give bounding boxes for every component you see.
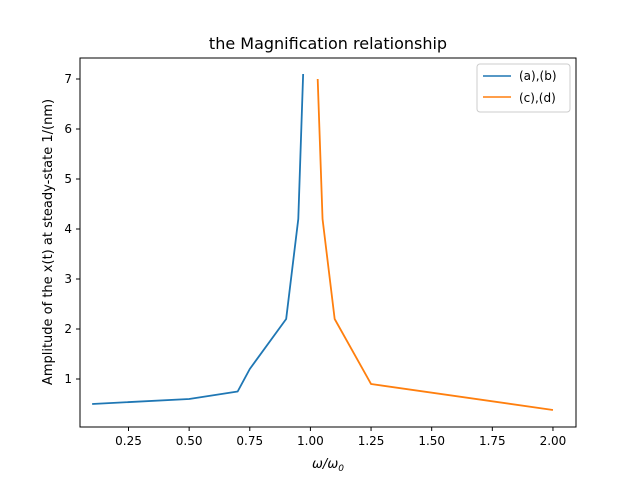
x-tick-label: 1.75 — [479, 434, 506, 448]
y-tick-label: 3 — [64, 272, 72, 286]
y-tick-label: 2 — [64, 322, 72, 336]
x-tick-label: 0.75 — [236, 434, 263, 448]
x-axis-label-subscript: 0 — [338, 464, 344, 474]
y-tick-label: 5 — [64, 172, 72, 186]
x-tick-label: 0.50 — [176, 434, 203, 448]
axes-frame — [79, 57, 577, 428]
chart-title: the Magnification relationship — [209, 34, 447, 53]
legend: (a),(b) (c),(d) — [476, 63, 571, 113]
y-tick-label: 7 — [64, 72, 72, 86]
y-axis-label: Amplitude of the x(t) at steady-state 1/… — [41, 99, 56, 385]
x-axis-label: ω/ω0 — [312, 457, 344, 474]
plot-area: 0.25 0.50 0.75 1.00 1.25 1.50 1.75 2.00 1 2 3 4 5 6 7 — [64, 57, 577, 448]
y-axis-ticks: 1 2 3 4 5 6 7 — [64, 72, 80, 386]
y-tick-label: 6 — [64, 122, 72, 136]
x-tick-label: 2.00 — [540, 434, 567, 448]
x-tick-label: 1.25 — [358, 434, 385, 448]
x-axis-label-main: ω/ω — [312, 457, 338, 472]
x-tick-label: 1.50 — [418, 434, 445, 448]
series-line-1 — [92, 73, 305, 405]
y-tick-label: 1 — [64, 372, 72, 386]
x-axis-ticks: 0.25 0.50 0.75 1.00 1.25 1.50 1.75 2.00 — [115, 427, 566, 448]
series-line-2 — [316, 78, 554, 411]
legend-label-series-1: (a),(b) — [519, 69, 557, 83]
series-layer — [92, 73, 554, 411]
x-tick-label: 0.25 — [115, 434, 142, 448]
y-tick-label: 4 — [64, 222, 72, 236]
legend-label-series-2: (c),(d) — [519, 91, 556, 105]
x-tick-label: 1.00 — [297, 434, 324, 448]
